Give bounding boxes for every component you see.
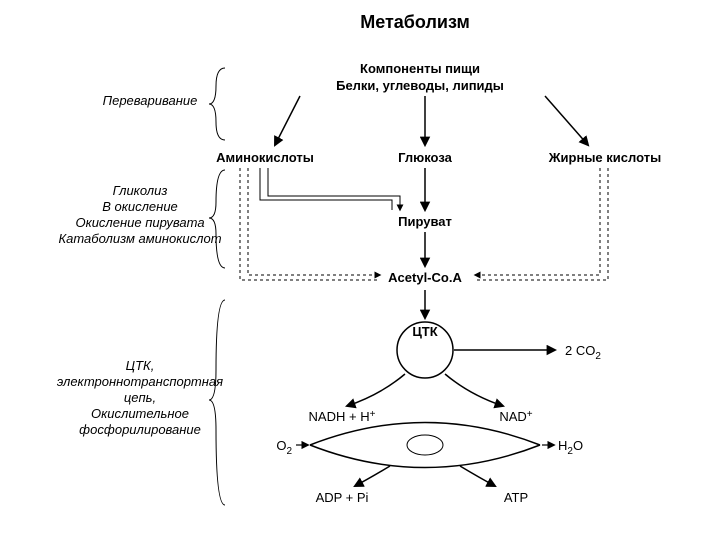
etc-shape-bottom (310, 445, 540, 468)
arrow-amino-acetyl-2 (240, 168, 380, 280)
brace-stage3 (209, 300, 225, 505)
stage3-label-l4: Окислительное (91, 406, 189, 421)
arrow-amino-pyruvate-2 (268, 168, 400, 210)
brace-stage1 (209, 68, 225, 140)
tca-label: ЦТК (412, 324, 437, 339)
glucose-node: Глюкоза (398, 150, 452, 165)
etc-shape-top (310, 423, 540, 446)
stage2-label-l4: Катаболизм аминокислот (58, 231, 221, 246)
stage2-label-l3: Окисление пирувата (75, 215, 204, 230)
diagram-title: Метаболизм (360, 12, 470, 32)
pyruvate-node: Пируват (398, 214, 452, 229)
stage2-label-l2: В окисление (102, 199, 178, 214)
adp-label: ADP + Pi (316, 490, 369, 505)
brace-stage2 (209, 170, 225, 268)
etc-center-ellipse (407, 435, 443, 455)
arrow-etc-adp (355, 466, 390, 486)
arrow-amino-pyruvate-1 (260, 168, 392, 210)
stage3-label-l1: ЦТК, (126, 358, 155, 373)
h2o-label: H2O (558, 438, 583, 457)
arrow-tca-nad (445, 374, 503, 406)
o2-label: O2 (276, 438, 292, 457)
nad-label: NAD+ (499, 409, 532, 424)
stage3-label-l5: фосфорилирование (79, 422, 201, 437)
atp-label: ATP (504, 490, 528, 505)
nadh-label: NADH + H+ (309, 409, 376, 424)
acetyl-coa-node: Acetyl-Co.A (388, 270, 462, 285)
food-components-l2: Белки, углеводы, липиды (336, 78, 504, 93)
stage3-label-l3: цепь, (124, 390, 156, 405)
stage2-label-l1: Гликолиз (113, 183, 168, 198)
fatty-acids-node: Жирные кислоты (548, 150, 661, 165)
arrow-tca-nadh (347, 374, 405, 406)
food-components-l1: Компоненты пищи (360, 61, 480, 76)
stage1-label: Переваривание (103, 93, 198, 108)
arrow-header-fatty (545, 96, 588, 145)
arrow-etc-atp (460, 466, 495, 486)
metabolism-diagram: Метаболизм Переваривание Гликолиз В окис… (0, 0, 720, 540)
amino-acids-node: Аминокислоты (216, 150, 314, 165)
arrow-header-amino (275, 96, 300, 145)
stage3-label-l2: электроннотранспортная (57, 374, 223, 389)
arrow-fatty-acetyl-2 (475, 168, 608, 280)
co2-label: 2 CO2 (565, 343, 601, 362)
arrow-fatty-acetyl-1 (475, 168, 600, 275)
